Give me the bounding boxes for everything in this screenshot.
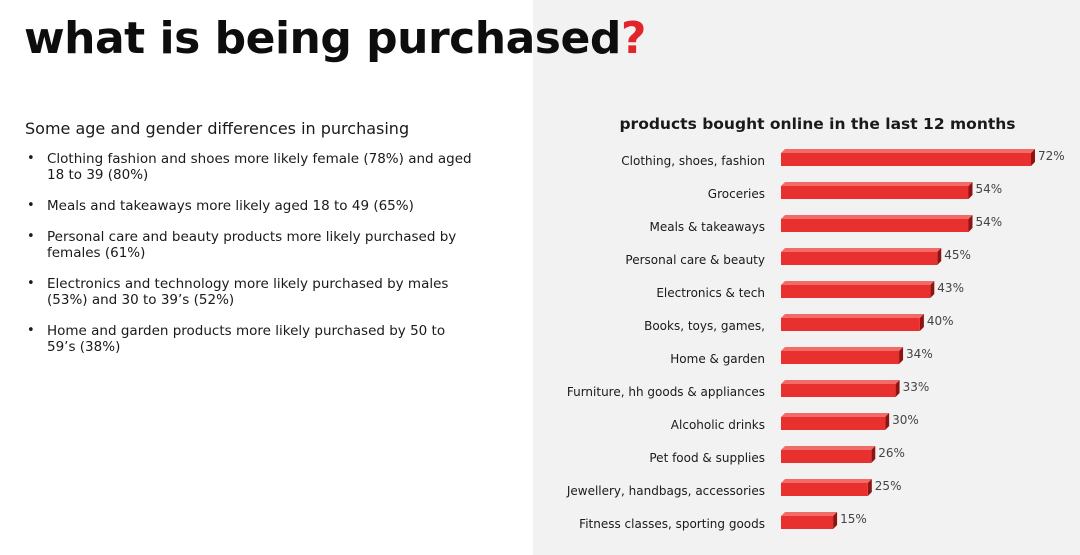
bar-side-face [833, 512, 838, 529]
bar-group: Furniture, hh goods & appliances 33% [567, 380, 929, 399]
bar [781, 384, 896, 397]
category-label: Jewellery, handbags, accessories [566, 484, 765, 498]
chart-title: products bought online in the last 12 mo… [619, 115, 1016, 133]
category-label: Home & garden [670, 352, 765, 366]
value-label: 54% [976, 215, 1003, 229]
bar-group: Alcoholic drinks 30% [671, 413, 919, 432]
bullet-icon: • [27, 276, 35, 291]
bar-side-face [968, 182, 973, 199]
bar [781, 285, 931, 298]
value-label: 15% [840, 512, 867, 526]
value-label: 45% [944, 248, 971, 262]
bar-chart: Clothing, shoes, fashion 72%Groceries 54%M… [566, 149, 1065, 531]
value-label: 26% [878, 446, 905, 460]
bar [781, 351, 900, 364]
bar-group: Home & garden 34% [670, 347, 933, 366]
finding-text: Clothing fashion and shoes more likely f… [47, 151, 472, 183]
bar-side-face [937, 248, 942, 265]
finding-item: • Clothing fashion and shoes more likely … [25, 151, 475, 183]
finding-item: • Home and garden products more likely pu… [25, 323, 475, 355]
bullet-icon: • [27, 198, 35, 213]
bar-group: Books, toys, games, 40% [644, 314, 954, 333]
bar [781, 318, 920, 331]
bullet-icon: • [27, 151, 35, 166]
bar-top-face [781, 512, 838, 516]
finding-text: Home and garden products more likely pur… [47, 323, 446, 355]
section-subtitle: Some age and gender differences in purch… [25, 119, 410, 138]
category-label: Electronics & tech [656, 286, 765, 300]
page-title: what is being purchased? [24, 13, 647, 65]
value-label: 25% [875, 479, 902, 493]
bar-top-face [781, 182, 973, 186]
bar-side-face [930, 281, 935, 298]
value-label: 72% [1038, 149, 1065, 163]
bar-group: Electronics & tech 43% [656, 281, 964, 300]
bar-side-face [968, 215, 973, 232]
finding-text: Electronics and technology more likely p… [47, 276, 449, 308]
value-label: 34% [906, 347, 933, 361]
bar-top-face [781, 380, 900, 384]
finding-text: Personal care and beauty products more l… [47, 229, 457, 261]
bar-side-face [867, 479, 872, 496]
bar [781, 417, 886, 430]
bar [781, 219, 969, 232]
value-label: 54% [976, 182, 1003, 196]
bar-top-face [781, 248, 942, 252]
value-label: 30% [892, 413, 919, 427]
category-label: Meals & takeaways [650, 220, 766, 234]
category-label: Clothing, shoes, fashion [621, 154, 765, 168]
category-label: Pet food & supplies [649, 451, 765, 465]
bar-top-face [781, 281, 935, 285]
finding-text: Meals and takeaways more likely aged 18 … [47, 198, 414, 214]
bar-side-face [885, 413, 890, 430]
value-label: 33% [903, 380, 930, 394]
bullet-icon: • [27, 323, 35, 338]
bar [781, 186, 969, 199]
bar-side-face [1031, 149, 1035, 166]
bar [781, 450, 872, 463]
bar-top-face [781, 413, 890, 417]
bar [781, 516, 834, 529]
bar-side-face [899, 347, 904, 364]
bar-group: Groceries 54% [708, 182, 1002, 201]
bar [781, 483, 868, 496]
bar-top-face [781, 446, 876, 450]
category-label: Personal care & beauty [625, 253, 765, 267]
finding-item: • Meals and takeaways more likely aged 18… [25, 198, 475, 214]
page-title-question-mark: ? [620, 13, 647, 64]
category-label: Fitness classes, sporting goods [579, 517, 765, 531]
bar-side-face [919, 314, 924, 331]
category-label: Furniture, hh goods & appliances [567, 385, 765, 399]
bar-group: Jewellery, handbags, accessories 25% [566, 479, 902, 498]
category-label: Groceries [708, 187, 765, 201]
bar-group: Personal care & beauty 45% [625, 248, 971, 267]
bar-side-face [895, 380, 900, 397]
bar-top-face [781, 479, 872, 483]
bar-group: Clothing, shoes, fashion 72% [621, 149, 1065, 168]
bar [781, 153, 1031, 166]
category-label: Alcoholic drinks [671, 418, 765, 432]
bar-top-face [781, 215, 973, 219]
bar [781, 252, 938, 265]
bar-side-face [871, 446, 876, 463]
value-label: 43% [937, 281, 964, 295]
bar-group: Pet food & supplies 26% [649, 446, 905, 465]
bar-group: Meals & takeaways 54% [650, 215, 1003, 234]
finding-item: • Personal care and beauty products more … [25, 229, 475, 261]
finding-item: • Electronics and technology more likely … [25, 276, 475, 308]
page-title-text: what is being purchased [24, 13, 621, 64]
bar-group: Fitness classes, sporting goods 15% [579, 512, 867, 531]
bar-top-face [781, 347, 904, 351]
bar-top-face [781, 314, 924, 318]
findings-list: • Clothing fashion and shoes more likely … [25, 151, 475, 370]
bar-top-face [781, 149, 1035, 153]
value-label: 40% [927, 314, 954, 328]
bullet-icon: • [27, 229, 35, 244]
category-label: Books, toys, games, [644, 319, 765, 333]
